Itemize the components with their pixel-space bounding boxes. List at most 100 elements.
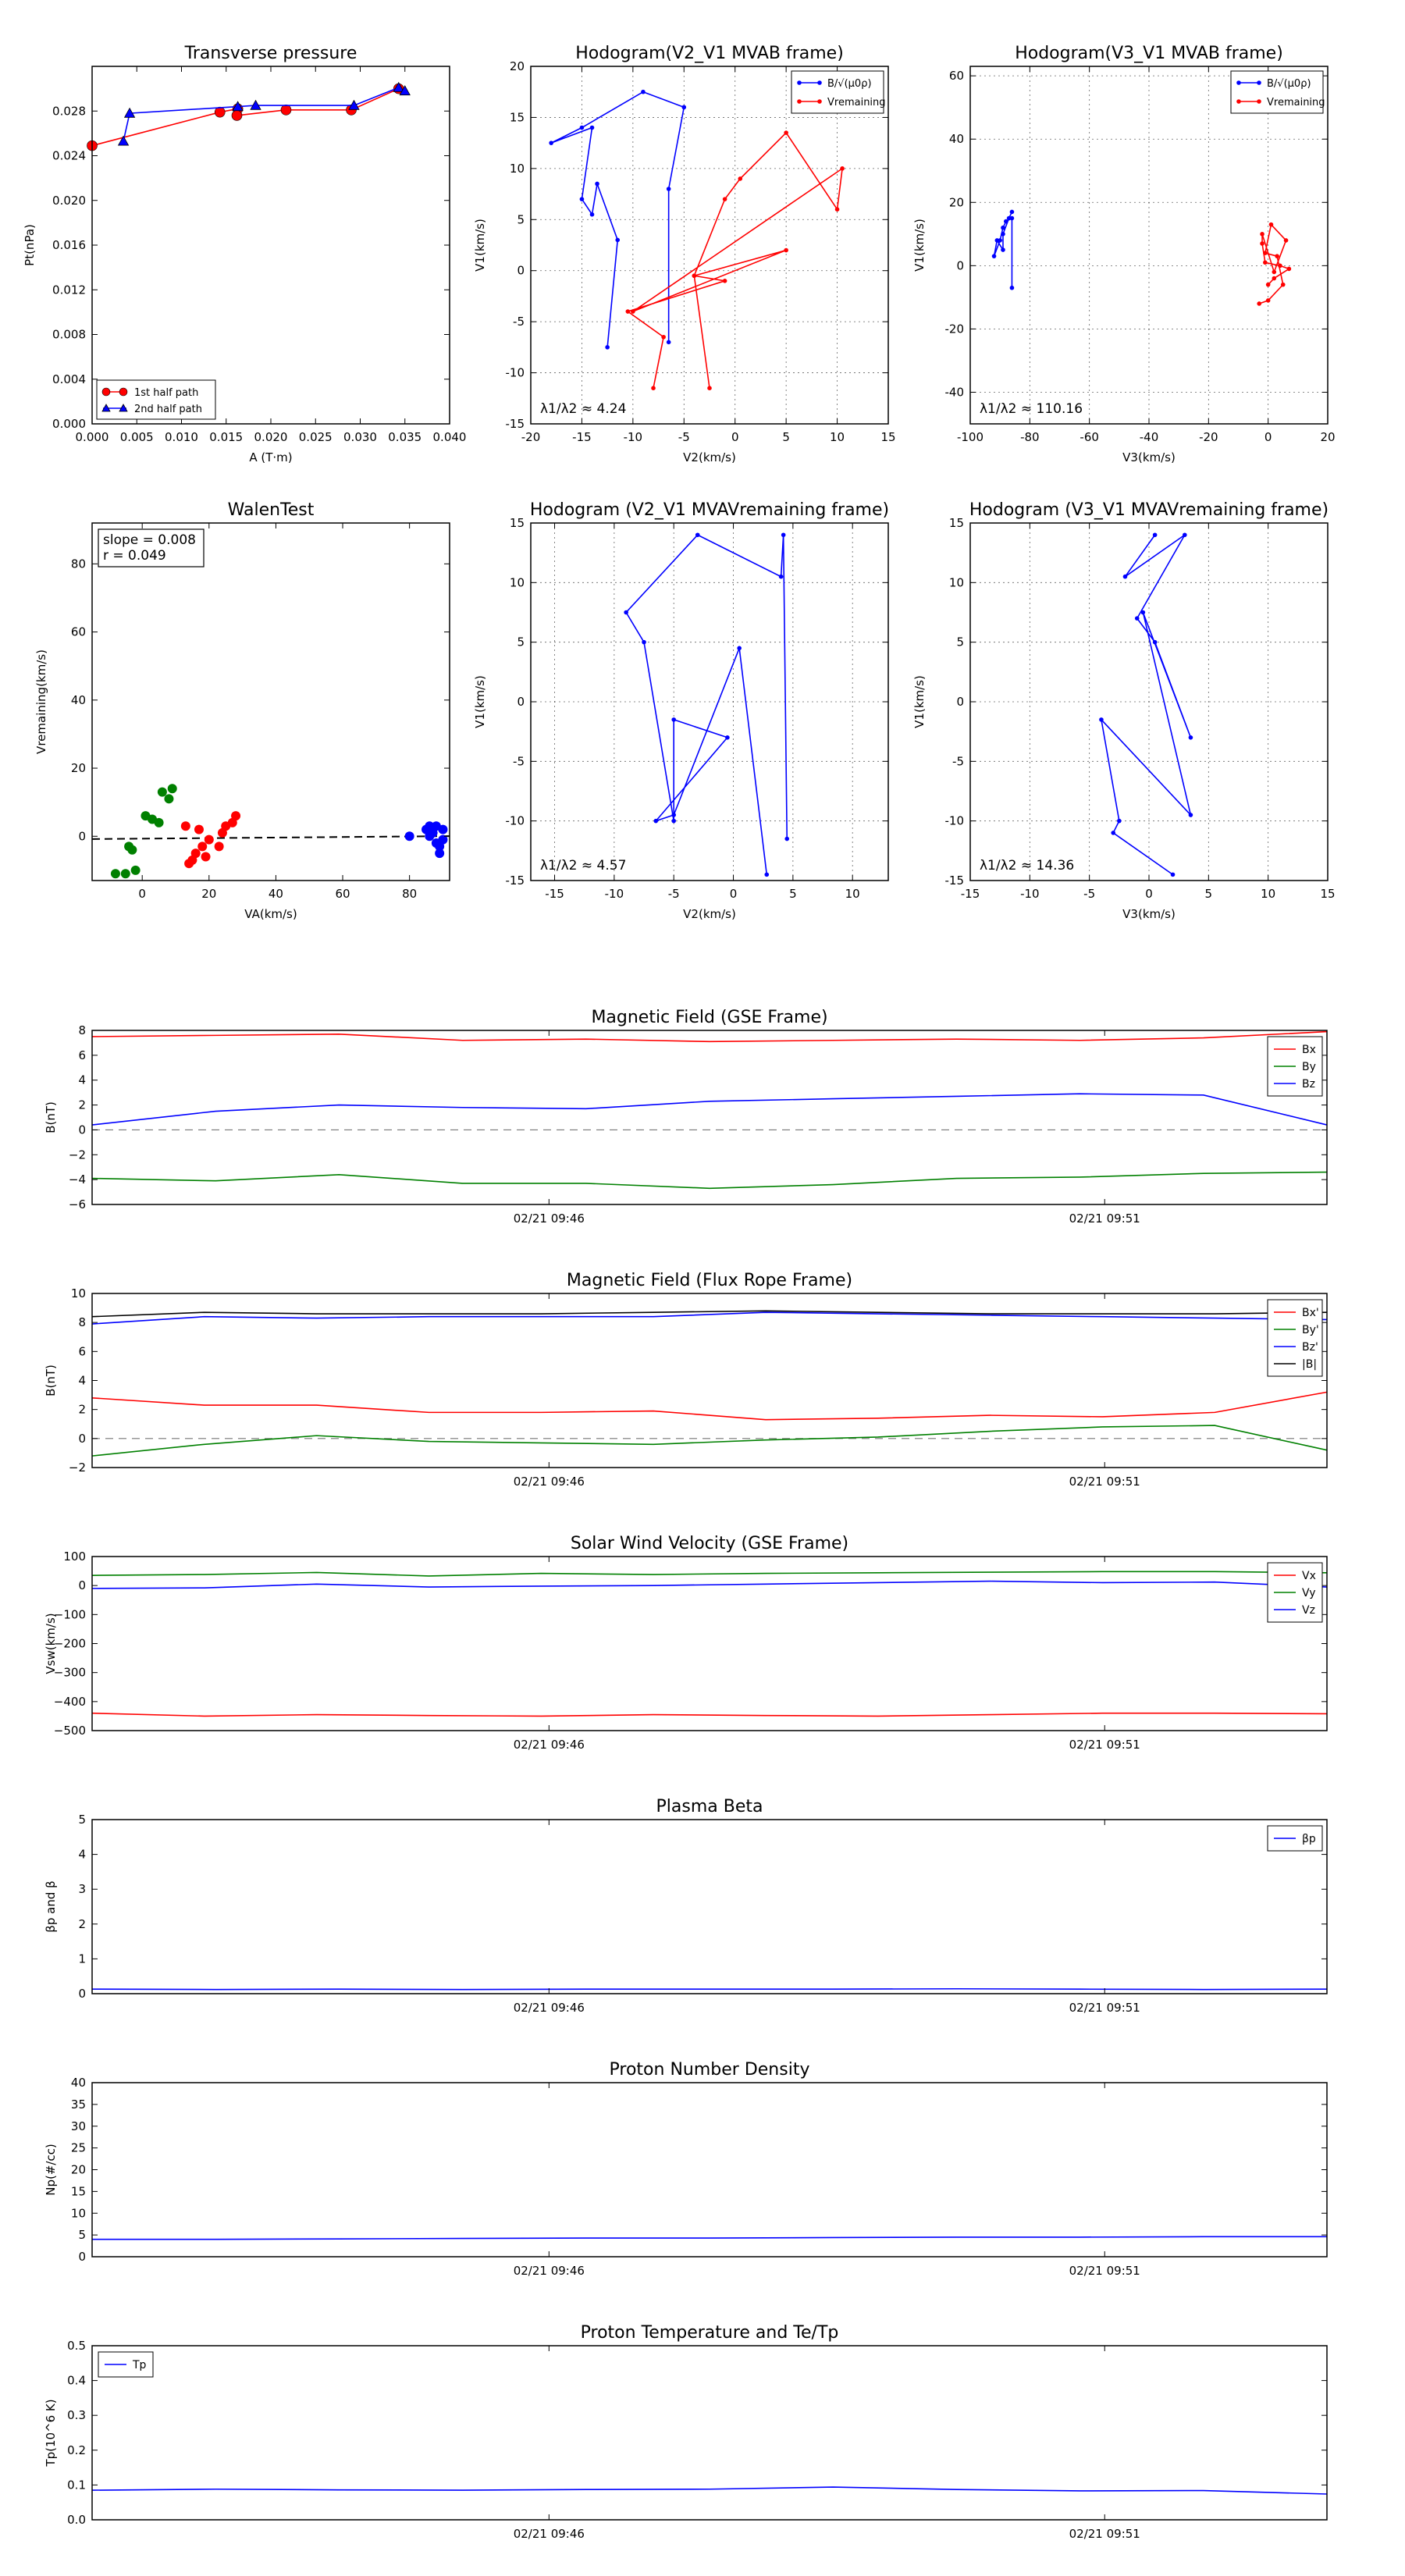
eigenvalue-ratio-label: λ1/λ2 ≈ 14.36 (980, 858, 1074, 873)
x-tick-label: 02/21 09:46 (514, 1475, 585, 1489)
x-tick-label: 02/21 09:46 (514, 2001, 585, 2015)
series-line-bz (91, 1311, 1328, 1325)
x-axis-label: V2(km/s) (683, 450, 736, 464)
data-point (167, 784, 177, 794)
x-tick-label: 5 (789, 887, 797, 901)
y-tick-label: 0.016 (52, 238, 86, 252)
y-tick-label: 5 (78, 1813, 86, 1827)
series-line (1100, 534, 1192, 876)
legend-label: Vx (1302, 1570, 1316, 1582)
y-tick-label: -15 (945, 873, 965, 888)
data-point (1272, 276, 1277, 281)
series-line-tp (91, 2486, 1328, 2495)
data-point (1152, 639, 1158, 645)
x-tick-label: 0.000 (76, 430, 109, 444)
x-tick-label: -5 (678, 430, 690, 444)
x-axis-label: V2(km/s) (683, 907, 736, 921)
data-point (1001, 247, 1005, 252)
y-tick-label: 5 (517, 212, 525, 226)
series-2 (404, 821, 448, 859)
data-point (764, 872, 770, 877)
y-tick-label: 6 (78, 1048, 86, 1062)
series-line (626, 131, 844, 389)
y-axis-label: Pt(nPa) (23, 224, 37, 266)
x-tick-label: 0 (731, 430, 739, 444)
x-tick-label: 02/21 09:46 (514, 2264, 585, 2278)
plot-frame (530, 66, 889, 425)
data-point (784, 247, 788, 253)
series-line (625, 534, 788, 875)
series-b-0 (991, 209, 1015, 290)
data-point (642, 639, 646, 645)
data-point (123, 107, 136, 118)
data-point (1278, 263, 1282, 269)
legend-label: By' (1302, 1324, 1319, 1336)
series-line-p (91, 1987, 1328, 1991)
data-point (624, 610, 628, 615)
data-point (738, 176, 743, 181)
y-tick-label: 5 (956, 635, 964, 649)
chart-title: Hodogram (V3_V1 MVAVremaining frame) (969, 500, 1329, 520)
data-point (399, 85, 411, 96)
y-tick-label: −100 (54, 1607, 86, 1621)
chart-title: WalenTest (228, 500, 315, 520)
data-point (214, 106, 226, 118)
y-tick-label: 4 (78, 1374, 86, 1388)
y-tick-label: 5 (78, 2228, 86, 2242)
y-tick-label: 10 (71, 2206, 86, 2220)
y-tick-label: −2 (69, 1147, 86, 1162)
data-point (1268, 222, 1274, 227)
chart-title: Solar Wind Velocity (GSE Frame) (571, 1534, 848, 1553)
chart-vsw: −500 −400 −300 −200 −100 0 100 02/21 09:46 02/21… (44, 1534, 1328, 1752)
data-point (784, 836, 790, 841)
y-tick-label: 0.020 (52, 194, 86, 208)
data-point (438, 824, 448, 834)
data-point (994, 238, 1000, 243)
x-tick-label: 02/21 09:46 (514, 1212, 585, 1226)
data-point (348, 99, 360, 110)
plot-frame (91, 66, 450, 425)
data-point (1275, 254, 1279, 258)
data-point (651, 386, 656, 391)
y-axis-label: Np(#/cc) (44, 2144, 58, 2196)
y-tick-label: -5 (952, 754, 964, 768)
eigenvalue-ratio-label: λ1/λ2 ≈ 4.24 (540, 401, 626, 417)
legend: βp (1267, 1825, 1323, 1852)
y-tick-label: 80 (71, 557, 86, 571)
data-point (1001, 232, 1005, 237)
data-point (1117, 818, 1122, 824)
y-tick-label: 15 (510, 516, 525, 530)
y-tick-label: 35 (71, 2097, 86, 2112)
y-tick-label: 20 (949, 195, 964, 209)
data-point (671, 813, 676, 817)
legend-label: Bx' (1302, 1307, 1319, 1319)
legend: Bx' By' Bz' |B| (1267, 1299, 1323, 1377)
data-point (130, 865, 140, 875)
chart-h4: -15 -10 -5 0 5 10 15 -15 -10 -5 0 5 10 15 Hodogram (V3… (912, 500, 1336, 921)
x-tick-label: 0.040 (433, 430, 467, 444)
x-tick-label: -100 (957, 430, 984, 444)
plot-frame (91, 1030, 1328, 1205)
data-point (117, 135, 130, 146)
y-tick-label: 2 (78, 1403, 86, 1417)
data-point (695, 532, 700, 538)
x-tick-label: -5 (1083, 887, 1095, 901)
y-tick-label: 40 (71, 693, 86, 707)
legend: B/√(μ0ρ) Vremaining (1230, 70, 1325, 114)
x-tick-label: 0.005 (120, 430, 154, 444)
legend-marker (797, 99, 802, 104)
legend: Vx Vy Vz (1267, 1562, 1323, 1623)
x-tick-label: 0.030 (343, 430, 377, 444)
chart-h3: -15 -10 -5 0 5 10 -15 -10 -5 0 5 10 15 Hodogram (V2_V… (473, 500, 889, 921)
legend-label: Tp (132, 2359, 147, 2371)
data-point (707, 386, 712, 391)
plot-frame (91, 1819, 1328, 1994)
data-point (435, 849, 445, 859)
data-point (1006, 215, 1012, 221)
y-tick-label: -5 (513, 754, 525, 768)
series-line-vy (91, 1571, 1328, 1577)
y-tick-label: 4 (78, 1073, 86, 1087)
y-tick-label: 0.5 (67, 2339, 86, 2353)
data-point (641, 89, 646, 94)
